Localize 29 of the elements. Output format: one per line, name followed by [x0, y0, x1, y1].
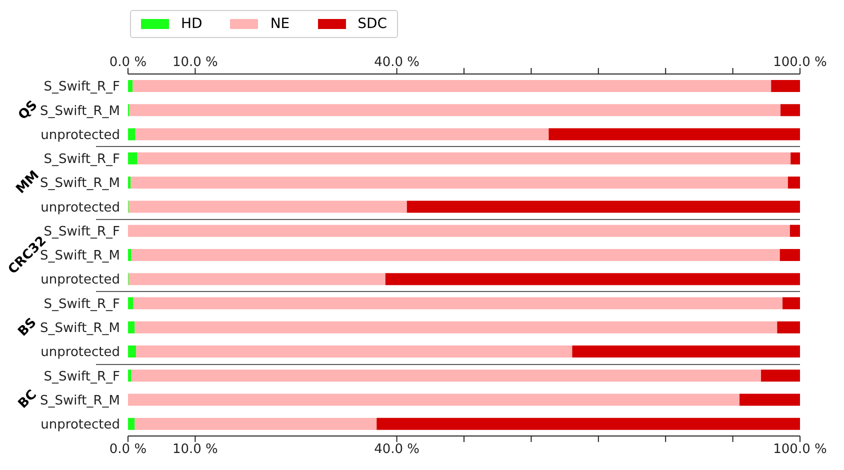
y-tick-label: unprotected	[40, 200, 120, 216]
x2-tick-label: 10.0 %	[172, 442, 218, 458]
y-tick-label: unprotected	[40, 418, 120, 433]
text: BS	[16, 315, 40, 340]
x2-tick-label: 0.0 %	[109, 442, 147, 458]
x-tick-label: 10.0 %	[172, 55, 218, 70]
y-tick-label: S_Swift_R_M	[40, 393, 120, 408]
legend-label: NE	[270, 16, 290, 32]
y-tick-label: S_Swift_R_F	[44, 369, 120, 384]
y-tick-label: unprotected	[40, 272, 120, 288]
y-tick-label: S_Swift_R_F	[44, 296, 120, 312]
x-tick-label: 40.0 %	[374, 55, 420, 70]
y-tick-label: S_Swift_R_M	[40, 176, 120, 192]
x-tick-label: 100.0 %	[773, 55, 827, 70]
y-tick-label: unprotected	[40, 345, 120, 360]
legend-label: HD	[181, 16, 202, 32]
text: MM	[14, 168, 42, 198]
legend-label: SDC	[358, 16, 388, 32]
text: BC	[16, 388, 40, 412]
x2-tick-label: 40.0 %	[374, 442, 420, 458]
y-tick-label: S_Swift_R_M	[40, 104, 120, 119]
y-tick-label: S_Swift_R_F	[44, 224, 120, 240]
text: QS	[15, 98, 41, 123]
y-tick-label: S_Swift_R_M	[40, 321, 120, 336]
y-tick-label: S_Swift_R_F	[44, 80, 120, 95]
y-tick-label: S_Swift_R_F	[44, 152, 120, 168]
x2-tick-label: 100.0 %	[773, 442, 827, 458]
x-tick-label: 0.0 %	[109, 55, 147, 70]
y-tick-label: unprotected	[40, 128, 120, 143]
